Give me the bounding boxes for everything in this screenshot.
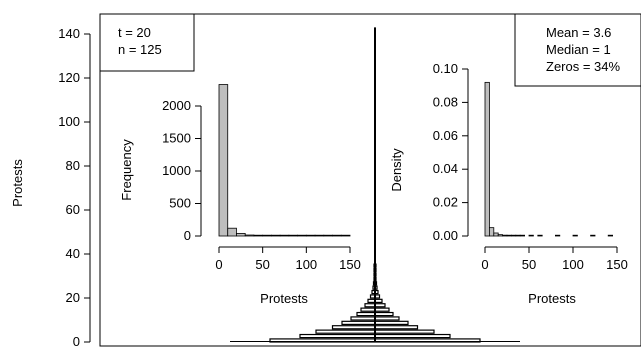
y-tick-label: 0.00 <box>433 228 458 243</box>
x-tick-label: 0 <box>215 257 222 272</box>
hist-bar <box>373 276 377 282</box>
y-tick-label: 2000 <box>162 98 191 113</box>
hist-bar <box>373 263 377 268</box>
hist-bar <box>288 234 299 237</box>
info-box-left: t = 20 n = 125 <box>99 13 195 72</box>
x-tick-label: 50 <box>255 257 269 272</box>
hist-bar <box>299 333 451 339</box>
hist-bar <box>372 281 378 286</box>
inset-density-bars <box>484 81 614 237</box>
x-tick-label: 100 <box>562 257 584 272</box>
x-tick-label: 150 <box>606 257 628 272</box>
hist-bar <box>331 325 419 330</box>
info-box-right: Mean = 3.6 Median = 1 Zeros = 34% <box>514 13 641 87</box>
hist-bar <box>305 234 316 237</box>
inset-frequency-ylabel: Frequency <box>119 139 134 201</box>
info-box-right-frame <box>514 13 641 87</box>
y-tick-label: 0.04 <box>433 161 458 176</box>
y-tick-label: 1000 <box>162 163 191 178</box>
y-tick-label: 100 <box>58 114 80 129</box>
hist-bar <box>340 234 351 237</box>
y-tick-label: 20 <box>66 290 80 305</box>
inset-frequency: Frequency Protests 0 500 1000 1500 2000 0 50 10… <box>119 84 361 306</box>
hist-bar <box>493 232 499 237</box>
y-tick-label: 0.08 <box>433 94 458 109</box>
x-tick-label: 50 <box>522 257 536 272</box>
hist-bar <box>537 234 543 237</box>
hist-bar <box>528 234 534 237</box>
hist-bar <box>270 234 281 237</box>
hist-bar <box>373 267 377 273</box>
hist-bar <box>502 234 508 237</box>
hist-bar <box>519 234 526 237</box>
y-axis-label: Protests <box>10 159 25 207</box>
hist-bar <box>364 303 386 308</box>
info-n: n = 125 <box>118 42 162 57</box>
hist-bar <box>607 234 614 237</box>
hist-bar <box>356 311 394 317</box>
hist-bar <box>341 320 409 326</box>
y-tick-label: 0.10 <box>433 61 458 76</box>
y-tick-label: 120 <box>58 70 80 85</box>
hist-bar <box>373 272 377 277</box>
hist-bar <box>227 227 237 237</box>
info-t: t = 20 <box>118 25 151 40</box>
info-median: Median = 1 <box>546 42 611 57</box>
hist-bar <box>218 84 229 237</box>
hist-bar <box>279 234 290 237</box>
y-tick-label: 0.02 <box>433 195 458 210</box>
hist-bar <box>590 234 596 237</box>
hist-bar <box>323 234 333 237</box>
inset-frequency-bars <box>218 84 351 237</box>
info-zeros: Zeros = 34% <box>546 59 621 74</box>
hist-bar <box>372 285 378 290</box>
x-tick-label: 100 <box>295 257 317 272</box>
y-tick-label: 500 <box>169 196 191 211</box>
hist-bar <box>506 234 512 237</box>
x-tick-label: 150 <box>339 257 361 272</box>
hist-bar <box>236 232 246 237</box>
y-tick-label: 0.06 <box>433 128 458 143</box>
hist-bar <box>369 294 381 299</box>
mirrored-histogram <box>230 27 520 343</box>
inset-density-ylabel: Density <box>389 148 404 192</box>
hist-bar <box>371 289 379 295</box>
hist-bar <box>367 298 383 304</box>
y-tick-label: 40 <box>66 246 80 261</box>
y-tick-label: 80 <box>66 158 80 173</box>
inset-density: Density Protests 0.00 0.02 0.04 0.06 0.08 0.1… <box>389 61 628 306</box>
hist-bar <box>497 234 504 237</box>
hist-bar <box>510 234 517 237</box>
hist-bar <box>555 234 561 237</box>
hist-bar <box>262 234 272 237</box>
y-tick-label: 60 <box>66 202 80 217</box>
inset-frequency-xlabel: Protests <box>260 291 308 306</box>
hist-bar <box>488 227 495 237</box>
hist-bar <box>515 234 521 237</box>
inset-density-xlabel: Protests <box>528 291 576 306</box>
hist-bar <box>350 316 400 321</box>
hist-bar <box>244 234 255 237</box>
x-tick-label: 0 <box>481 257 488 272</box>
y-tick-label: 1500 <box>162 131 191 146</box>
hist-bar <box>315 329 435 334</box>
inset-frequency-axes: 0 500 1000 1500 2000 0 50 100 150 <box>162 98 361 272</box>
inset-density-axes: 0.00 0.02 0.04 0.06 0.08 0.10 0 50 100 150 <box>433 61 628 272</box>
y-tick-label: 140 <box>58 26 80 41</box>
hist-bar <box>253 234 264 237</box>
info-mean: Mean = 3.6 <box>546 25 611 40</box>
hist-bar <box>332 234 342 237</box>
hist-bar <box>360 307 390 312</box>
y-tick-label: 0 <box>184 228 191 243</box>
y-tick-label: 0 <box>73 334 80 349</box>
hist-bar <box>572 234 578 237</box>
plot-frame <box>99 13 641 347</box>
y-axis: 0 20 40 60 80 100 120 140 <box>58 26 91 349</box>
hist-bar <box>484 81 490 237</box>
hist-bar <box>297 234 307 237</box>
hist-bar <box>314 234 325 237</box>
info-box-left-frame <box>99 13 195 72</box>
